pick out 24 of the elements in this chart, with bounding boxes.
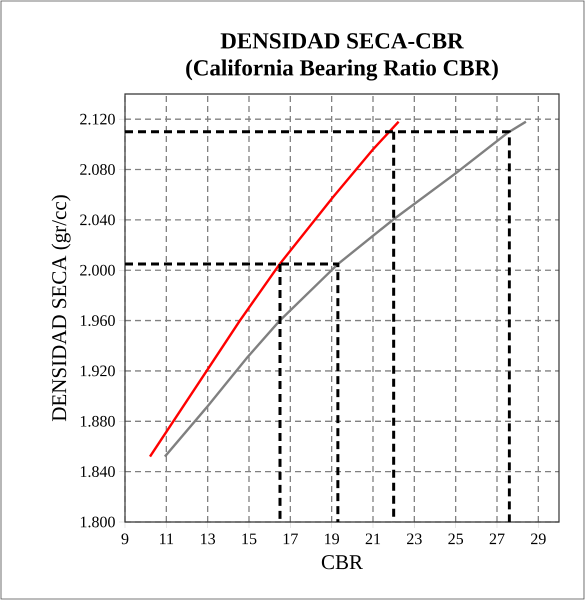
x-tick-label: 21 <box>366 534 380 544</box>
x-tick-label: 15 <box>242 534 256 544</box>
y-tick-label: 2.000 <box>80 264 115 276</box>
x-tick-label: 23 <box>407 534 422 544</box>
x-tick-label: 25 <box>448 534 464 544</box>
y-tick-label: 1.840 <box>80 466 115 478</box>
y-tick-label: 1.960 <box>80 315 115 326</box>
x-tick-label: 29 <box>531 534 546 544</box>
y-tick-label: 2.120 <box>80 114 115 125</box>
x-tick-label: 13 <box>201 534 216 544</box>
y-axis-title: DENSIDAD SECA (gr/cc) <box>52 195 71 422</box>
chart-subtitle: (California Bearing Ratio CBR) <box>186 59 498 80</box>
x-axis-title: CBR <box>322 555 363 570</box>
y-tick-label: 1.800 <box>80 516 115 528</box>
x-tick-label: 27 <box>490 534 505 544</box>
x-tick-label: 9 <box>122 534 128 544</box>
x-tick-label: 17 <box>284 534 298 544</box>
y-tick-label: 1.880 <box>80 416 115 427</box>
x-tick-label: 11 <box>160 534 174 544</box>
y-tick-label: 2.040 <box>80 214 115 226</box>
y-tick-label: 2.080 <box>80 164 115 175</box>
x-tick-label: 19 <box>325 534 340 544</box>
y-tick-label: 1.920 <box>80 366 115 376</box>
chart-title: DENSIDAD SECA-CBR <box>220 33 464 49</box>
